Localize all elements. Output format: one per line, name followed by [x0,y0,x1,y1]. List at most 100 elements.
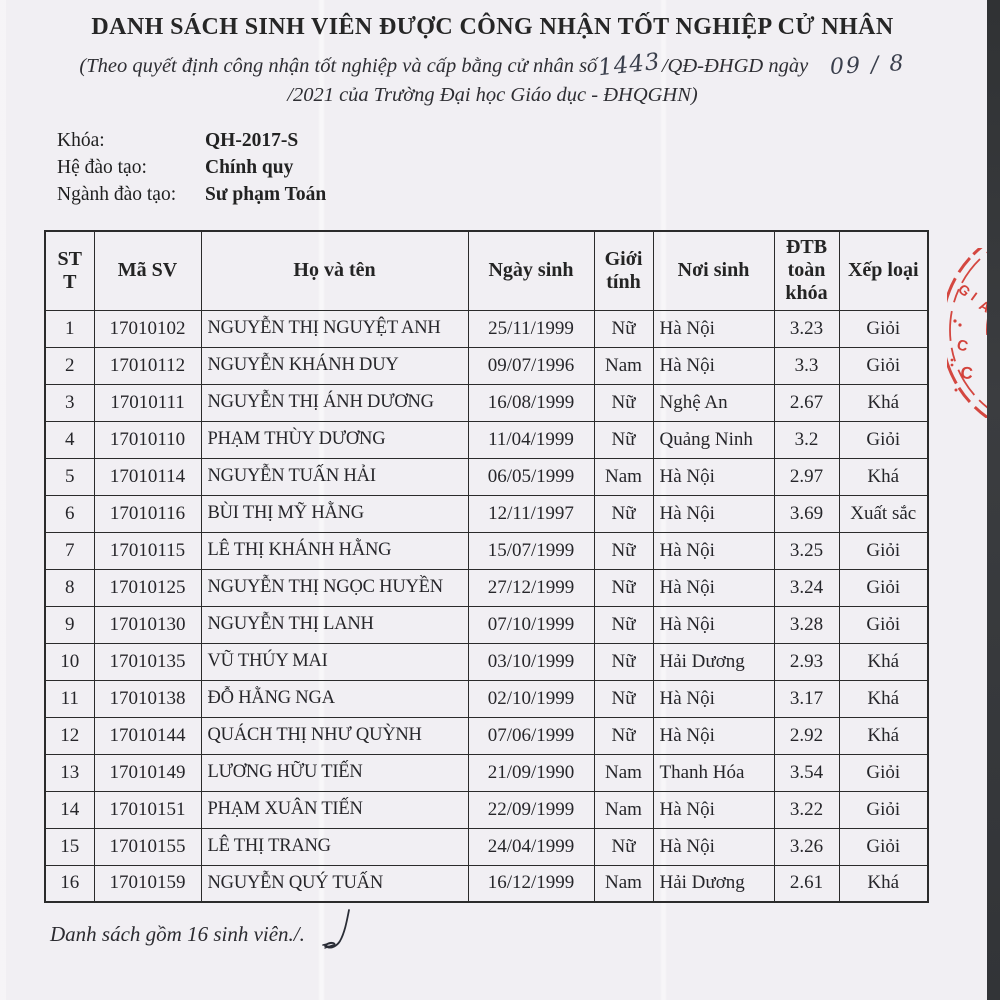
cell-ma-sv: 17010159 [93,864,202,903]
scanner-edge-strip [987,0,1000,1000]
cell-stt: 7 [44,531,95,570]
cell-noi-sinh: Quảng Ninh [652,420,775,459]
header-cell-dtb-toan-khoa: ĐTB toàn khóa [773,230,840,311]
cell-gioi-tinh: Nam [593,790,654,829]
table-row: 15 17010155 LÊ THỊ TRANG 24/04/1999 Nữ Hà Nội… [44,827,929,866]
cell-noi-sinh: Hà Nội [652,531,775,570]
students-table: STT Mã SV Họ và tên Ngày sinh Giới tính Nơi s… [44,230,929,903]
cell-gioi-tinh: Nữ [593,383,654,422]
official-stamp: G I A C C [947,248,987,418]
cell-ma-sv: 17010112 [93,346,202,385]
table-row: 16 17010159 NGUYỄN QUÝ TUẤN 16/12/1999 Nam Hả… [44,864,929,903]
cell-ho-va-ten: NGUYỄN THỊ LANH [200,605,469,644]
cell-dtb-toan-khoa: 3.26 [773,827,840,866]
cell-noi-sinh: Hà Nội [652,494,775,533]
cell-ngay-sinh: 21/09/1990 [467,753,595,792]
cell-ho-va-ten: BÙI THỊ MỸ HẰNG [200,494,469,533]
cell-stt: 4 [44,420,95,459]
cell-ma-sv: 17010102 [93,309,202,348]
handwritten-decision-date: 09 / 8 [829,51,907,80]
cell-dtb-toan-khoa: 3.23 [773,309,840,348]
table-header: STT Mã SV Họ và tên Ngày sinh Giới tính Nơi s… [44,230,929,311]
cell-ho-va-ten: NGUYỄN THỊ NGUYỆT ANH [200,309,469,348]
cell-noi-sinh: Hà Nội [652,790,775,829]
cell-noi-sinh: Hà Nội [652,716,775,755]
cell-ngay-sinh: 11/04/1999 [467,420,595,459]
cell-gioi-tinh: Nữ [593,420,654,459]
stamp-letter-i: I [968,289,980,303]
cell-stt: 16 [44,864,95,903]
header-cell-ngay-sinh: Ngày sinh [467,230,595,311]
cell-ho-va-ten: PHẠM THÙY DƯƠNG [200,420,469,459]
header-cell-ho-va-ten: Họ và tên [200,230,469,311]
cell-xep-loai: Giỏi [838,753,929,792]
cell-noi-sinh: Hà Nội [652,827,775,866]
table-row: 8 17010125 NGUYỄN THỊ NGỌC HUYỀN 27/12/1999… [44,568,929,607]
document-title: DANH SÁCH SINH VIÊN ĐƯỢC CÔNG NHẬN TỐT N… [91,14,894,40]
cell-stt: 11 [44,679,95,718]
cell-noi-sinh: Hà Nội [652,309,775,348]
cell-ho-va-ten: NGUYỄN TUẤN HẢI [200,457,469,496]
table-row: 11 17010138 ĐỖ HẰNG NGA 02/10/1999 Nữ Hà Nội 3… [44,679,929,718]
footer-text: Danh sách gồm 16 sinh viên./. [50,922,305,946]
table-row: 1 17010102 NGUYỄN THỊ NGUYỆT ANH 25/11/1999… [44,309,929,348]
cell-dtb-toan-khoa: 3.22 [773,790,840,829]
cell-dtb-toan-khoa: 2.92 [773,716,840,755]
cell-dtb-toan-khoa: 3.2 [773,420,840,459]
cell-xep-loai: Khá [838,716,929,755]
cell-stt: 2 [44,346,95,385]
cell-ho-va-ten: LÊ THỊ TRANG [200,827,469,866]
he-dao-tao-value: Chính quy [205,157,294,178]
cell-noi-sinh: Hà Nội [652,346,775,385]
cell-noi-sinh: Hà Nội [652,679,775,718]
cell-stt: 5 [44,457,95,496]
table-row: 9 17010130 NGUYỄN THỊ LANH 07/10/1999 Nữ Hà N… [44,605,929,644]
cell-ma-sv: 17010151 [93,790,202,829]
cell-xep-loai: Khá [838,457,929,496]
cell-stt: 1 [44,309,95,348]
cell-noi-sinh: Nghệ An [652,383,775,422]
cell-noi-sinh: Hải Dương [652,642,775,681]
info-row-he-dao-tao: Hệ đào tạo: Chính quy [57,154,326,181]
cell-gioi-tinh: Nữ [593,642,654,681]
cell-stt: 15 [44,827,95,866]
cell-gioi-tinh: Nam [593,457,654,496]
cell-dtb-toan-khoa: 2.67 [773,383,840,422]
cell-gioi-tinh: Nam [593,346,654,385]
document-subtitle-line1: (Theo quyết định công nhận tốt nghiệp và… [0,49,985,81]
cell-noi-sinh: Hà Nội [652,457,775,496]
cell-dtb-toan-khoa: 2.97 [773,457,840,496]
table-row: 6 17010116 BÙI THỊ MỸ HẰNG 12/11/1997 Nữ Hà N… [44,494,929,533]
cell-ma-sv: 17010125 [93,568,202,607]
cell-gioi-tinh: Nữ [593,494,654,533]
cell-ma-sv: 17010116 [93,494,202,533]
cell-ngay-sinh: 03/10/1999 [467,642,595,681]
cell-dtb-toan-khoa: 3.25 [773,531,840,570]
cell-ma-sv: 17010135 [93,642,202,681]
cell-dtb-toan-khoa: 2.93 [773,642,840,681]
cell-gioi-tinh: Nam [593,753,654,792]
cell-gioi-tinh: Nữ [593,827,654,866]
cell-ho-va-ten: NGUYỄN QUÝ TUẤN [200,864,469,903]
cell-noi-sinh: Hà Nội [652,568,775,607]
table-row: 12 17010144 QUÁCH THỊ NHƯ QUỲNH 07/06/1999 N… [44,716,929,755]
cell-gioi-tinh: Nữ [593,568,654,607]
document-subtitle-line2: /2021 của Trường Đại học Giáo dục - ĐHQG… [287,84,698,106]
cell-ngay-sinh: 16/08/1999 [467,383,595,422]
cell-dtb-toan-khoa: 3.24 [773,568,840,607]
cell-stt: 10 [44,642,95,681]
cell-gioi-tinh: Nam [593,864,654,903]
cell-ho-va-ten: NGUYỄN KHÁNH DUY [200,346,469,385]
cell-ngay-sinh: 27/12/1999 [467,568,595,607]
nganh-dao-tao-value: Sư phạm Toán [205,184,327,205]
cell-xep-loai: Xuất sắc [838,494,929,533]
cell-stt: 12 [44,716,95,755]
table-body: 1 17010102 NGUYỄN THỊ NGUYỆT ANH 25/11/1999… [44,309,929,903]
he-dao-tao-label: Hệ đào tạo: [57,157,147,178]
cell-xep-loai: Giỏi [838,531,929,570]
cell-ma-sv: 17010138 [93,679,202,718]
header-cell-ma-sv: Mã SV [93,230,202,311]
table-row: 2 17010112 NGUYỄN KHÁNH DUY 09/07/1996 Nam Hà… [44,346,929,385]
cell-dtb-toan-khoa: 3.3 [773,346,840,385]
